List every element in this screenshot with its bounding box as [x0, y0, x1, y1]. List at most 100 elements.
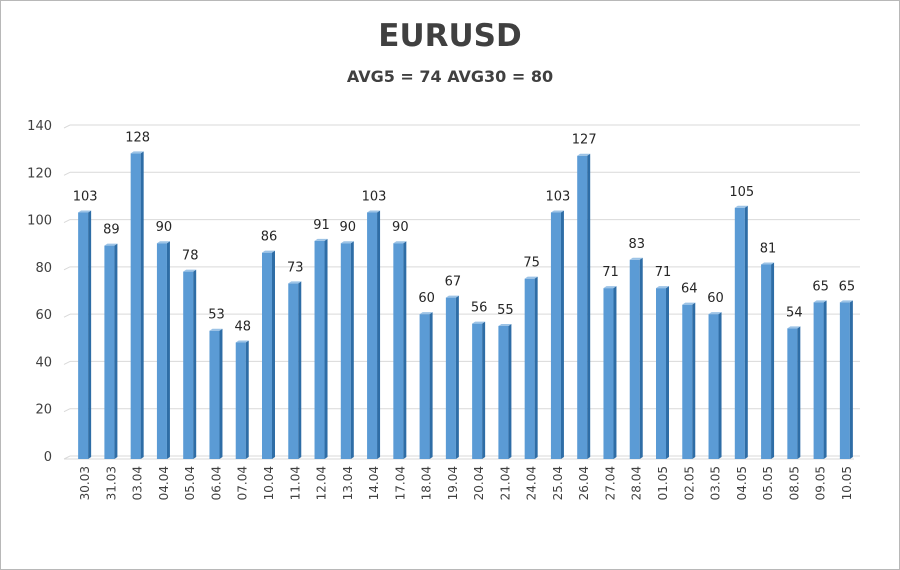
- bar-top-03.05: [708, 312, 722, 315]
- data-label: 103: [362, 189, 387, 204]
- y-tick-label: 100: [27, 214, 52, 229]
- bar-top-08.05: [787, 326, 801, 329]
- data-label: 90: [156, 220, 173, 235]
- bar-top-05.05: [761, 262, 775, 265]
- bar-10.05: [839, 302, 850, 459]
- bar-top-27.04: [603, 286, 617, 289]
- x-tick-label: 19.04: [446, 466, 460, 500]
- bar-side-08.05: [797, 326, 801, 459]
- bar-04.05: [734, 207, 745, 459]
- x-tick-label: 10.04: [262, 466, 276, 500]
- bar-02.05: [682, 304, 693, 459]
- bar-19.04: [445, 297, 456, 459]
- x-tick-label: 09.05: [814, 466, 828, 500]
- bar-side-20.04: [482, 321, 486, 459]
- data-label: 103: [546, 189, 571, 204]
- data-label: 71: [655, 265, 672, 280]
- x-tick-label: 27.04: [603, 466, 617, 500]
- bar-28.04: [629, 259, 640, 459]
- bar-top-31.03: [104, 243, 118, 246]
- data-label: 90: [392, 220, 409, 235]
- data-label: 48: [234, 320, 251, 335]
- bar-side-03.05: [718, 312, 722, 459]
- x-tick-label: 05.05: [761, 466, 775, 500]
- y-tick-label: 120: [27, 166, 52, 181]
- y-tick-label: 60: [35, 308, 52, 323]
- x-tick-label: 08.05: [787, 466, 801, 500]
- bar-24.04: [524, 278, 535, 459]
- bar-side-09.05: [823, 300, 827, 459]
- bar-top-09.05: [813, 300, 827, 303]
- bar-side-10.05: [849, 300, 853, 459]
- bar-side-30.03: [88, 210, 92, 459]
- data-label: 60: [418, 291, 435, 306]
- bar-top-07.04: [235, 340, 249, 343]
- y-tick-label: 0: [44, 450, 52, 465]
- bar-10.04: [262, 252, 272, 459]
- x-tick-label: 03.04: [131, 466, 145, 500]
- bar-06.04: [209, 330, 220, 459]
- x-tick-label: 18.04: [420, 466, 434, 500]
- bar-25.04: [550, 212, 561, 459]
- bar-side-19.04: [455, 295, 459, 459]
- bar-top-20.04: [472, 321, 486, 324]
- bar-30.03: [78, 212, 89, 459]
- y-tick-label: 80: [35, 261, 52, 276]
- bar-top-11.04: [288, 281, 302, 284]
- bar-11.04: [288, 283, 299, 459]
- bar-05.05: [761, 264, 772, 459]
- x-tick-label: 21.04: [498, 466, 512, 500]
- data-label: 90: [340, 220, 357, 235]
- x-tick-label: 28.04: [630, 466, 644, 500]
- gridline-wall-60: [63, 313, 71, 318]
- bar-07.04: [235, 342, 246, 459]
- gridline-wall-100: [63, 219, 71, 224]
- x-tick-label: 26.04: [577, 466, 591, 500]
- bar-side-07.04: [245, 340, 249, 459]
- x-tick-label: 11.04: [288, 466, 302, 500]
- bar-side-10.04: [272, 250, 275, 459]
- data-label: 91: [313, 218, 330, 233]
- gridline-wall-120: [63, 171, 71, 176]
- gridline-wall-40: [63, 360, 71, 365]
- bar-side-21.04: [508, 323, 512, 459]
- data-label: 65: [812, 279, 829, 294]
- bar-side-24.04: [534, 276, 538, 459]
- bar-09.05: [813, 302, 824, 459]
- bar-04.04: [156, 243, 167, 459]
- bar-side-02.05: [692, 302, 696, 459]
- bar-03.04: [130, 153, 141, 459]
- data-label: 83: [628, 237, 645, 252]
- data-label: 81: [760, 241, 777, 256]
- bar-top-04.05: [734, 205, 748, 208]
- bar-17.04: [393, 243, 404, 459]
- bar-top-03.04: [130, 151, 144, 154]
- bar-top-18.04: [419, 312, 433, 315]
- bar-side-26.04: [587, 153, 591, 459]
- bar-top-05.04: [183, 269, 197, 272]
- x-tick-label: 06.04: [209, 466, 223, 500]
- data-label: 128: [125, 130, 150, 145]
- bar-side-06.04: [219, 328, 223, 459]
- x-tick-label: 30.03: [78, 466, 92, 500]
- bar-top-13.04: [340, 241, 354, 244]
- bar-top-26.04: [577, 153, 591, 156]
- data-label: 73: [287, 260, 304, 275]
- x-tick-label: 07.04: [236, 466, 250, 500]
- bar-side-04.05: [744, 205, 748, 459]
- x-tick-label: 17.04: [393, 466, 407, 500]
- bar-08.05: [787, 328, 798, 459]
- bar-20.04: [472, 323, 483, 459]
- bar-side-13.04: [350, 241, 354, 459]
- bar-26.04: [577, 155, 588, 459]
- data-label: 71: [602, 265, 619, 280]
- gridline-wall-80: [63, 266, 71, 271]
- bar-top-17.04: [393, 241, 407, 244]
- data-label: 60: [707, 291, 724, 306]
- x-tick-label: 04.04: [157, 466, 171, 500]
- bar-side-03.04: [140, 151, 144, 459]
- x-tick-label: 03.05: [709, 466, 723, 500]
- bar-top-12.04: [314, 238, 328, 241]
- data-label: 105: [729, 185, 754, 200]
- bar-top-01.05: [656, 286, 669, 289]
